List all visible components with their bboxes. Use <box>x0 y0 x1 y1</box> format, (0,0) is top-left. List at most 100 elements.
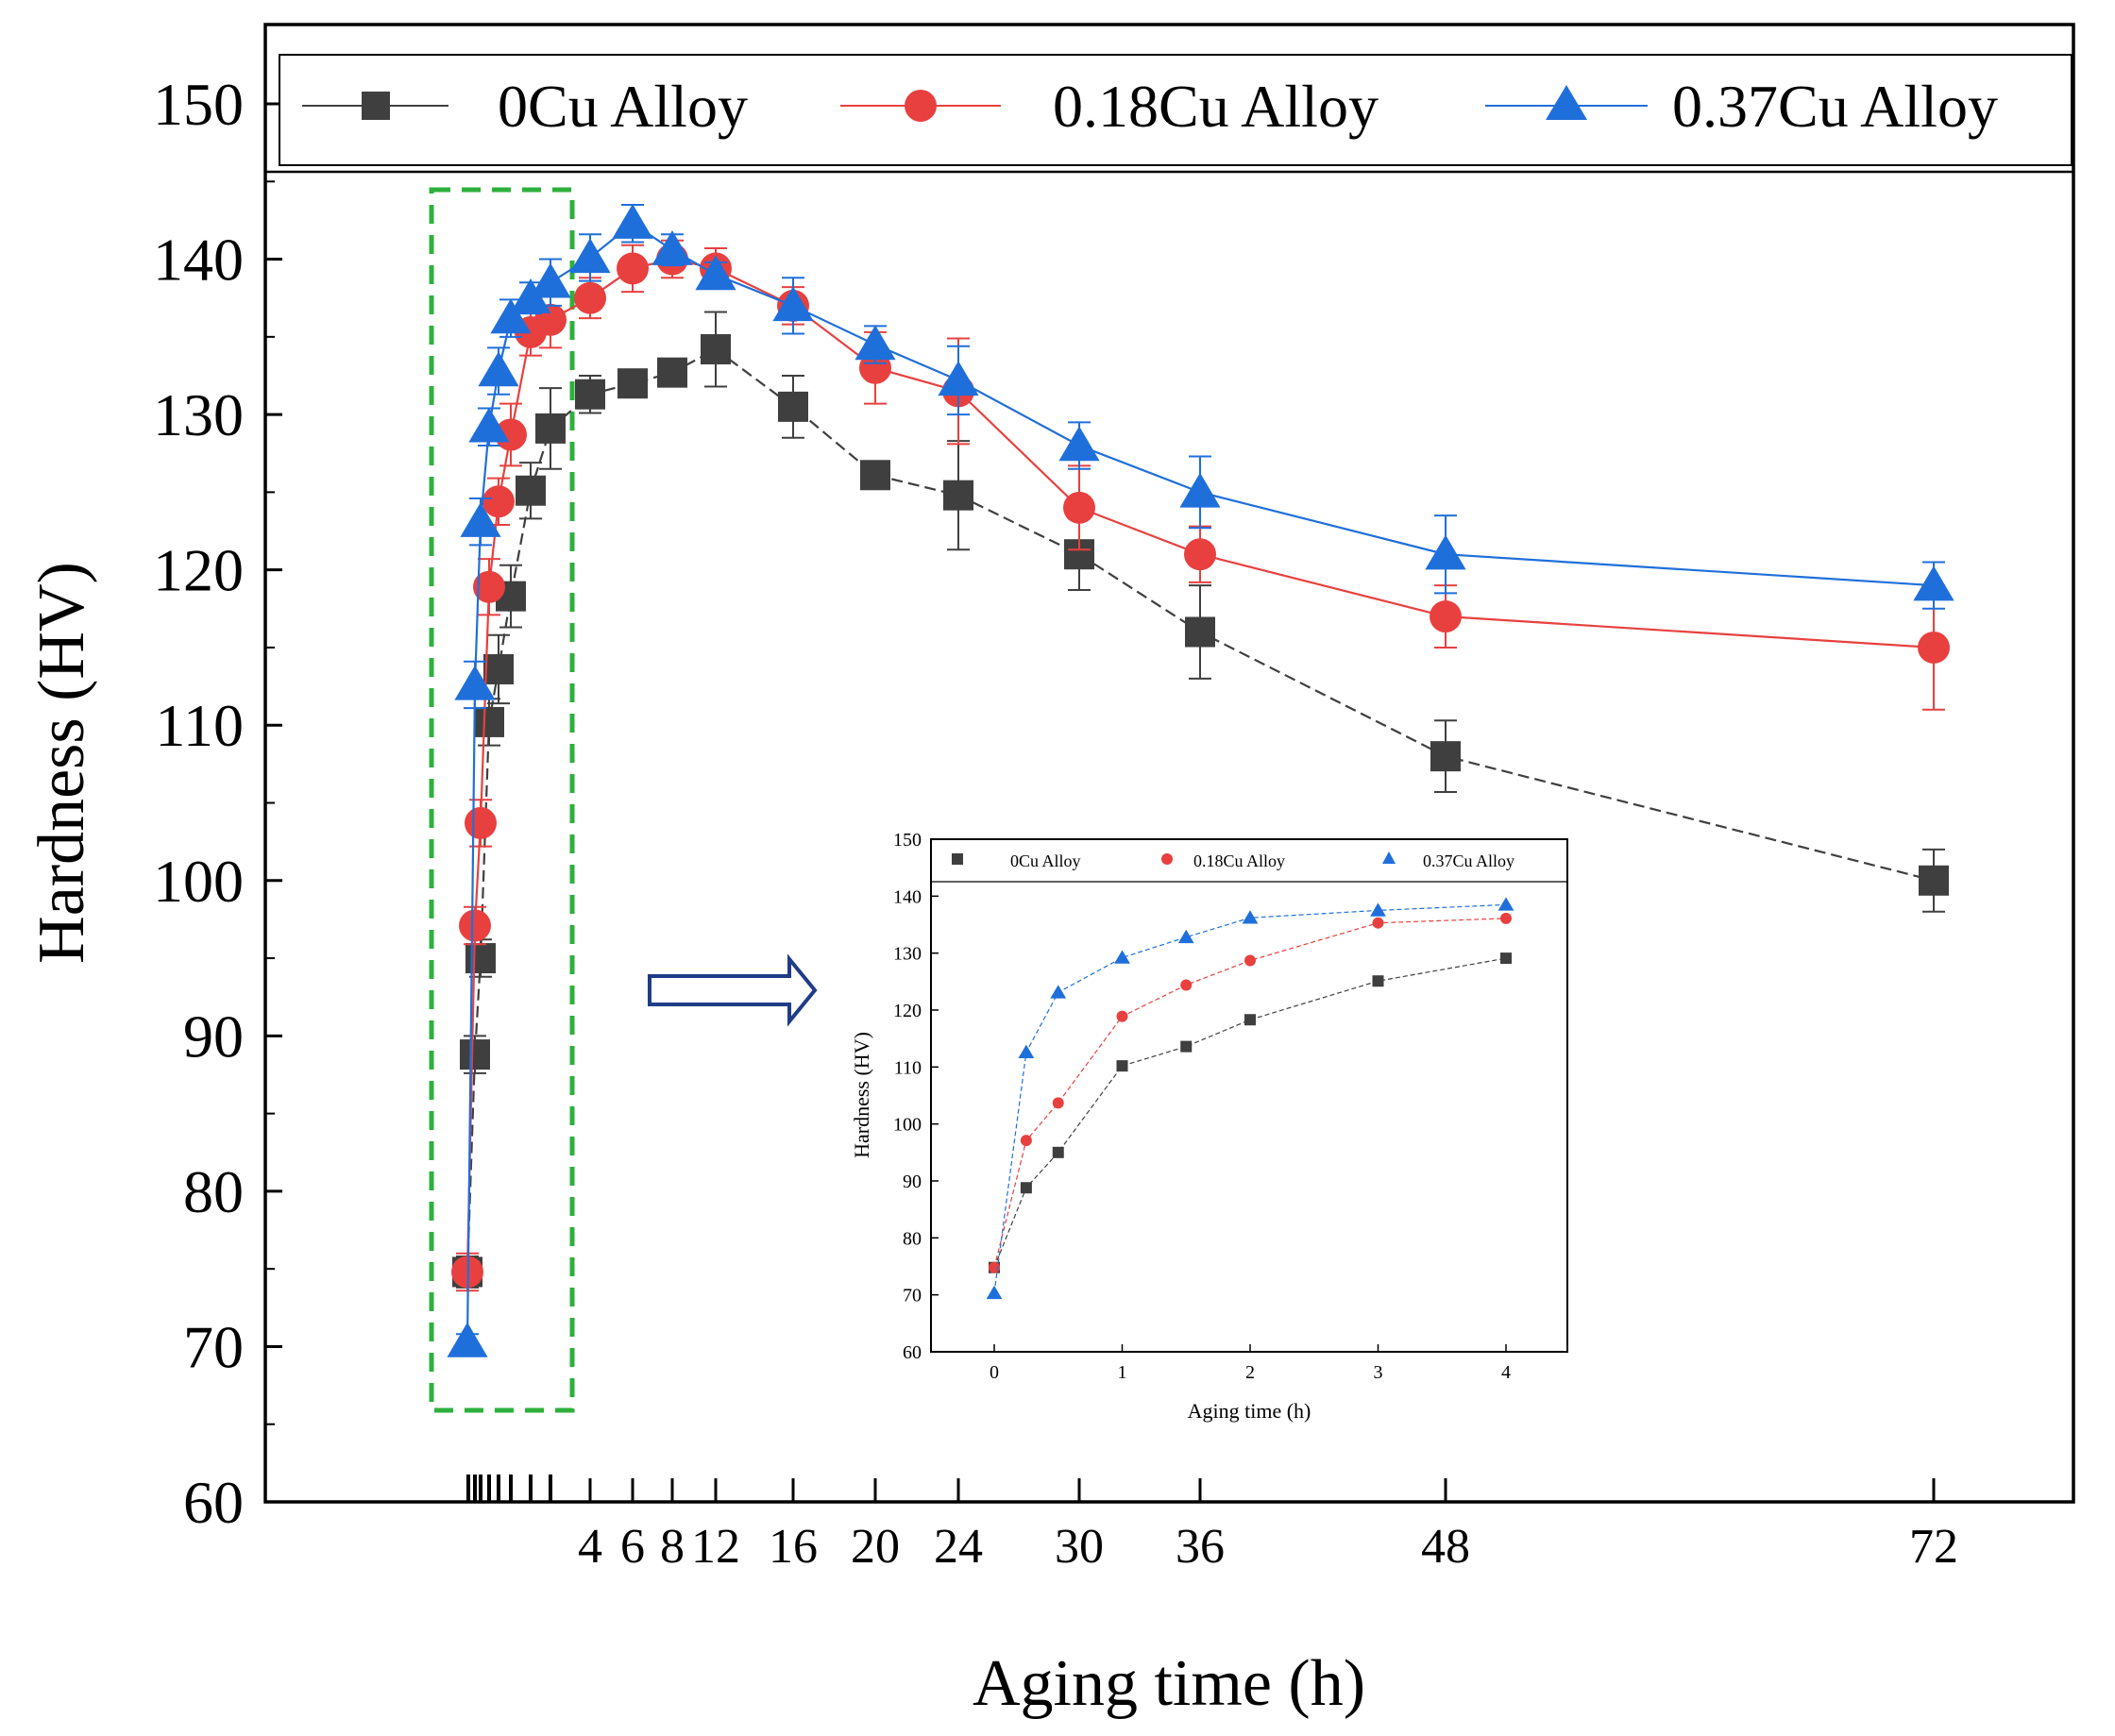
zoom-highlight-box <box>429 187 575 1413</box>
inset-data-point <box>1050 985 1067 999</box>
inset-legend-037cu-marker <box>1382 851 1396 864</box>
main-y-tick-label: 150 <box>153 71 244 138</box>
main-data-point <box>860 460 890 491</box>
main-y-tick-label: 60 <box>183 1469 244 1536</box>
main-data-point <box>495 418 527 451</box>
inset-data-point <box>1244 954 1256 967</box>
main-data-point <box>938 361 979 396</box>
main-data-point <box>1430 600 1462 633</box>
main-x-tick-label: 30 <box>1055 1520 1104 1574</box>
main-data-point <box>651 229 693 265</box>
main-y-tick-label: 70 <box>183 1313 244 1380</box>
inset-data-point <box>986 1285 1003 1300</box>
inset-data-point <box>1114 950 1130 964</box>
main-data-point <box>468 407 510 443</box>
inset-x-tick-label: 3 <box>1374 1362 1383 1383</box>
main-data-point <box>778 391 808 422</box>
main-data-point <box>772 286 814 322</box>
main-data-point <box>1179 472 1221 508</box>
inset-series-0-37cu-alloy <box>986 897 1514 1300</box>
main-data-point <box>473 570 505 603</box>
main-data-point <box>575 379 605 410</box>
legend-018cu-marker <box>905 90 937 122</box>
inset-y-tick-label: 110 <box>894 1057 922 1078</box>
inset-data-point <box>1180 1040 1193 1053</box>
main-data-point <box>510 278 551 313</box>
main-data-point <box>465 806 497 839</box>
inset-data-point <box>1177 929 1194 944</box>
inset-x-tick-label: 0 <box>990 1362 999 1383</box>
main-data-point <box>516 475 546 506</box>
main-data-point <box>569 238 611 274</box>
inset-y-tick-label: 140 <box>893 886 922 907</box>
inset-data-point <box>1242 910 1259 924</box>
inset-series-layer <box>986 897 1514 1300</box>
main-data-point <box>482 485 515 518</box>
inset-data-point <box>1116 1010 1128 1022</box>
main-y-axis: 60 70 80 90 100 110 120 130 140 150 <box>153 71 282 1536</box>
main-x-tick-label: 72 <box>1909 1520 1958 1574</box>
inset-y-tick-label: 100 <box>893 1115 922 1136</box>
legend-018cu-label: 0.18Cu Alloy <box>1053 73 1379 140</box>
inset-x-tick-label: 4 <box>1501 1362 1511 1383</box>
main-data-point <box>459 909 491 942</box>
main-y-tick-label: 80 <box>183 1158 244 1225</box>
inset-x-tick-label: 2 <box>1245 1362 1255 1383</box>
inset-series-0-18cu-alloy <box>989 912 1512 1273</box>
inset-data-point <box>1372 917 1384 929</box>
main-x-tick-label: 8 <box>660 1520 685 1574</box>
main-y-tick-label: 90 <box>183 1003 244 1070</box>
main-data-point <box>618 368 648 399</box>
inset-data-point <box>1020 1135 1032 1147</box>
inset-series-line <box>993 957 1507 1268</box>
main-data-point <box>1919 865 1949 896</box>
main-data-point <box>465 943 496 974</box>
inset-y-tick-label: 60 <box>903 1342 922 1363</box>
inset-data-point <box>1244 1014 1256 1026</box>
inset-y-tick-label: 130 <box>893 944 922 965</box>
main-y-tick-label: 110 <box>155 692 244 759</box>
inset-legend-018cu-marker <box>1161 853 1173 865</box>
main-data-point <box>454 665 496 700</box>
main-data-point <box>1058 426 1100 462</box>
inset-series-line <box>993 918 1507 1268</box>
main-data-point <box>460 1039 490 1070</box>
inset-x-tick-label: 1 <box>1118 1362 1127 1383</box>
main-x-tick-label: 6 <box>620 1520 645 1574</box>
main-data-point <box>474 706 504 737</box>
inset-data-point <box>1052 1097 1064 1109</box>
inset-y-axis-label: Hardness (HV) <box>850 1032 873 1158</box>
main-plot-frame <box>263 23 2075 1504</box>
main-x-tick-label: 36 <box>1176 1520 1225 1574</box>
main-data-point <box>1184 538 1216 571</box>
inset-data-point <box>1372 975 1384 987</box>
inset-data-point <box>1116 1060 1128 1072</box>
main-data-point <box>657 357 687 388</box>
legend-037cu-marker <box>1546 85 1587 120</box>
inset-plot-frame <box>930 838 1568 1353</box>
inset-data-point <box>1500 952 1512 965</box>
main-data-point <box>1425 534 1466 570</box>
inset-y-tick-label: 90 <box>903 1171 922 1192</box>
main-y-tick-label: 130 <box>153 381 244 448</box>
main-data-point <box>1063 491 1095 524</box>
main-data-point <box>701 333 731 364</box>
main-legend-box <box>279 54 2073 166</box>
main-data-point <box>854 325 896 361</box>
inset-legend-018cu-label: 0.18Cu Alloy <box>1193 851 1285 870</box>
main-x-axis-label: Aging time (h) <box>973 1647 1365 1720</box>
main-x-axis: 4 6 8 12 16 20 24 30 36 48 72 <box>466 1475 1958 1574</box>
main-x-tick-label: 4 <box>578 1520 602 1574</box>
inset-data-point <box>1370 902 1386 917</box>
inset-y-tick-label: 120 <box>893 1001 922 1021</box>
main-x-tick-label: 24 <box>934 1520 983 1574</box>
legend-037cu-label: 0.37Cu Alloy <box>1672 73 1998 140</box>
main-x-tick-label: 16 <box>769 1520 818 1574</box>
inset-legend-0cu-marker <box>952 853 963 865</box>
inset-data-point <box>1500 912 1512 924</box>
inset-series-0cu-alloy <box>989 952 1512 1273</box>
inset-data-point <box>1052 1146 1064 1158</box>
main-data-point <box>530 262 571 298</box>
main-series-0-37cu-alloy <box>447 203 1954 1357</box>
